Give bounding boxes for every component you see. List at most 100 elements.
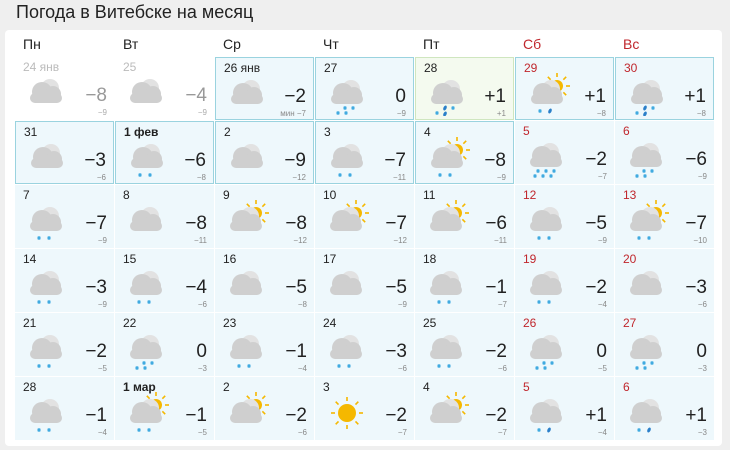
day-temp: −2 <box>385 405 407 426</box>
night-temp: −9 <box>697 172 707 181</box>
day-cell[interactable]: 4 −2 −7 <box>415 377 514 440</box>
day-temp: −8 <box>285 213 307 234</box>
day-cell[interactable]: 13 −7 −10 <box>615 185 714 248</box>
day-date: 7 <box>23 188 30 202</box>
day-cell[interactable]: 6 −6 −9 <box>615 121 714 184</box>
weekday-header: Вт <box>123 36 139 52</box>
day-temp: −6 <box>485 213 507 234</box>
day-cell[interactable]: 3 −7 −11 <box>315 121 414 184</box>
night-temp: −7 <box>497 300 507 309</box>
day-temp: −5 <box>585 213 607 234</box>
day-cell[interactable]: 5 +1 −4 <box>515 377 614 440</box>
night-temp: −7 <box>597 172 607 181</box>
page-title: Погода в Витебске на месяц <box>16 2 254 22</box>
day-cell[interactable]: 9 −8 −12 <box>215 185 314 248</box>
day-cell[interactable]: 2 −9 −12 <box>215 121 314 184</box>
day-cell[interactable]: 28 −1 −4 <box>15 377 114 440</box>
day-cell[interactable]: 7 −7 −9 <box>15 185 114 248</box>
day-cell[interactable]: 22 0 −3 <box>115 313 214 376</box>
day-temp: +1 <box>684 86 706 107</box>
night-temp: −5 <box>97 364 107 373</box>
day-date: 4 <box>423 380 430 394</box>
night-temp: −9 <box>97 108 107 117</box>
night-temp: −11 <box>494 236 507 245</box>
day-cell[interactable]: 28 +1 +1 <box>415 57 514 120</box>
night-temp: −3 <box>197 364 207 373</box>
day-temp: +1 <box>585 405 607 426</box>
night-temp: −6 <box>297 428 307 437</box>
day-date: 14 <box>23 252 37 266</box>
day-temp: −3 <box>85 277 107 298</box>
night-temp: −7 <box>397 428 407 437</box>
day-date: 27 <box>623 316 637 330</box>
day-cell[interactable]: 31 −3 −6 <box>15 121 114 184</box>
day-date: 10 <box>323 188 337 202</box>
day-cell[interactable]: 30 +1 −8 <box>615 57 714 120</box>
day-cell[interactable]: 20 −3 −6 <box>615 249 714 312</box>
day-cell[interactable]: 14 −3 −9 <box>15 249 114 312</box>
day-date: 22 <box>123 316 137 330</box>
day-cell[interactable]: 24 −3 −6 <box>315 313 414 376</box>
day-cell[interactable]: 4 −8 −9 <box>415 121 514 184</box>
day-temp: −1 <box>285 341 307 362</box>
day-date: 18 <box>423 252 437 266</box>
day-cell[interactable]: 1 фев −6 −8 <box>115 121 214 184</box>
night-temp: −9 <box>97 236 107 245</box>
day-date: 12 <box>523 188 537 202</box>
day-cell[interactable]: 12 −5 −9 <box>515 185 614 248</box>
day-cell[interactable]: 1 мар −1 −5 <box>115 377 214 440</box>
day-temp: −1 <box>185 405 207 426</box>
day-temp: −1 <box>85 405 107 426</box>
day-temp: −4 <box>185 277 207 298</box>
day-date: 19 <box>523 252 537 266</box>
day-cell[interactable]: 5 −2 −7 <box>515 121 614 184</box>
day-cell[interactable]: 11 −6 −11 <box>415 185 514 248</box>
night-temp: −12 <box>292 173 306 182</box>
day-temp: 0 <box>596 341 607 362</box>
day-cell[interactable]: 17 −5 −9 <box>315 249 414 312</box>
day-cell[interactable]: 8 −8 −11 <box>115 185 214 248</box>
day-date: 21 <box>23 316 37 330</box>
day-date: 1 мар <box>123 380 156 394</box>
day-cell[interactable]: 10 −7 −12 <box>315 185 414 248</box>
night-temp: −5 <box>597 364 607 373</box>
day-temp: −6 <box>685 149 707 170</box>
day-date: 3 <box>324 125 331 139</box>
day-temp: −5 <box>285 277 307 298</box>
night-temp: −12 <box>293 236 307 245</box>
day-cell[interactable]: 6 +1 −3 <box>615 377 714 440</box>
day-temp: −3 <box>385 341 407 362</box>
weekday-header: Чт <box>323 36 339 52</box>
night-temp: −6 <box>197 300 207 309</box>
day-cell[interactable]: 3 −2 −7 <box>315 377 414 440</box>
day-temp: −7 <box>384 150 406 171</box>
day-cell[interactable]: 26 янв −2 мин −7 <box>215 57 314 120</box>
night-temp: −8 <box>596 109 606 118</box>
day-date: 25 <box>123 60 137 74</box>
weekday-header: Сб <box>523 36 542 52</box>
day-temp: −2 <box>85 341 107 362</box>
day-cell[interactable]: 18 −1 −7 <box>415 249 514 312</box>
day-temp: +1 <box>584 86 606 107</box>
night-temp: −9 <box>597 236 607 245</box>
night-temp: −4 <box>597 300 607 309</box>
day-cell[interactable]: 24 янв −8 −9 <box>15 57 114 120</box>
day-date: 24 янв <box>23 60 60 74</box>
day-cell[interactable]: 25 −4 −9 <box>115 57 214 120</box>
day-cell[interactable]: 29 +1 −8 <box>515 57 614 120</box>
day-temp: −8 <box>484 150 506 171</box>
day-cell[interactable]: 15 −4 −6 <box>115 249 214 312</box>
day-cell[interactable]: 26 0 −5 <box>515 313 614 376</box>
day-date: 28 <box>424 61 438 75</box>
day-date: 4 <box>424 125 431 139</box>
day-cell[interactable]: 21 −2 −5 <box>15 313 114 376</box>
day-cell[interactable]: 27 0 −9 <box>315 57 414 120</box>
day-cell[interactable]: 23 −1 −4 <box>215 313 314 376</box>
day-temp: −7 <box>385 213 407 234</box>
day-cell[interactable]: 25 −2 −6 <box>415 313 514 376</box>
day-cell[interactable]: 2 −2 −6 <box>215 377 314 440</box>
day-cell[interactable]: 19 −2 −4 <box>515 249 614 312</box>
night-temp: −8 <box>696 109 706 118</box>
day-cell[interactable]: 16 −5 −8 <box>215 249 314 312</box>
day-cell[interactable]: 27 0 −3 <box>615 313 714 376</box>
